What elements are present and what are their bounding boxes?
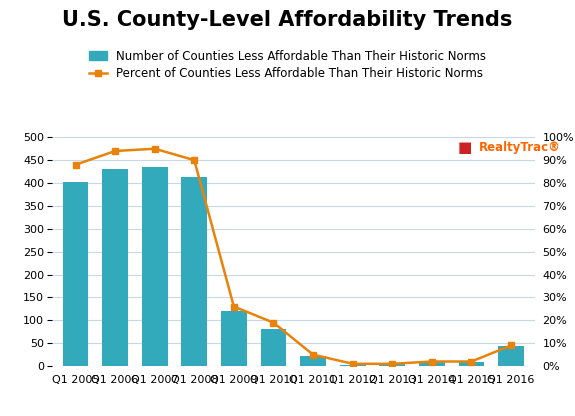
Text: RealtyTrac®: RealtyTrac® bbox=[479, 141, 561, 154]
Bar bbox=[221, 311, 247, 366]
Bar bbox=[419, 362, 444, 366]
Bar bbox=[498, 347, 524, 366]
Bar bbox=[181, 177, 207, 366]
Bar bbox=[63, 182, 89, 366]
Bar bbox=[458, 362, 484, 366]
Text: ■: ■ bbox=[458, 140, 472, 155]
Bar bbox=[102, 169, 128, 366]
Bar bbox=[142, 168, 167, 366]
Bar bbox=[340, 365, 366, 366]
Bar bbox=[260, 329, 286, 366]
Legend: Number of Counties Less Affordable Than Their Historic Norms, Percent of Countie: Number of Counties Less Affordable Than … bbox=[89, 50, 486, 80]
Text: U.S. County-Level Affordability Trends: U.S. County-Level Affordability Trends bbox=[62, 10, 513, 30]
Bar bbox=[380, 364, 405, 366]
Bar bbox=[300, 356, 326, 366]
